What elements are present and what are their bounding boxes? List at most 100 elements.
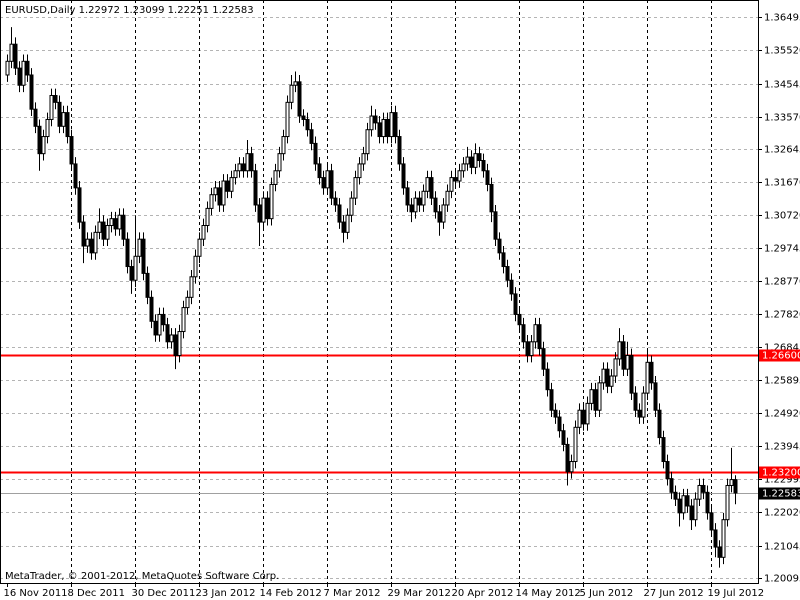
- candle-body: [305, 118, 310, 131]
- candle-body: [217, 187, 222, 206]
- candle-body: [89, 238, 94, 254]
- candle-body: [205, 207, 210, 226]
- candle-body: [537, 324, 542, 350]
- candle-body: [145, 272, 150, 298]
- y-tick-label: 1.30720: [764, 211, 800, 222]
- candle-body: [53, 95, 58, 103]
- candle-body: [241, 163, 246, 172]
- grid: [0, 0, 758, 583]
- candle-body: [353, 177, 358, 199]
- candle-body: [69, 136, 74, 165]
- candle-body: [621, 341, 626, 370]
- candle-body: [365, 129, 370, 155]
- candle-body: [541, 348, 546, 370]
- candle-body: [189, 276, 194, 298]
- candle-body: [357, 163, 362, 179]
- candle-body: [533, 324, 538, 343]
- candle-body: [393, 112, 398, 138]
- y-tick-label: 1.28770: [764, 277, 800, 288]
- candle-body: [361, 153, 366, 165]
- candle-body: [613, 358, 618, 377]
- candle-body: [165, 324, 170, 343]
- candle-body: [93, 231, 98, 254]
- candle-body: [449, 177, 454, 192]
- candle-body: [109, 218, 114, 226]
- candle-body: [717, 546, 722, 558]
- candle-body: [265, 197, 270, 220]
- candle-body: [521, 324, 526, 343]
- x-tick-label: 27 Jun 2012: [644, 588, 704, 599]
- candle-body: [733, 479, 738, 494]
- candles: [5, 27, 738, 568]
- candle-body: [345, 214, 350, 233]
- candle-body: [73, 163, 78, 189]
- x-tick-label: 29 Mar 2012: [388, 588, 451, 599]
- candle-body: [121, 214, 126, 240]
- candle-body: [665, 461, 670, 480]
- candle-body: [321, 177, 326, 189]
- candle-body: [149, 296, 154, 322]
- candle-body: [577, 409, 582, 428]
- candle-body: [437, 211, 442, 223]
- candle-body: [633, 392, 638, 411]
- candle-body: [417, 197, 422, 206]
- candle-body: [277, 153, 282, 172]
- y-tick-label: 1.24920: [764, 409, 800, 420]
- candle-body: [181, 307, 186, 333]
- candle-body: [405, 187, 410, 206]
- candle-body: [473, 153, 478, 168]
- candle-body: [445, 190, 450, 206]
- candle-body: [97, 221, 102, 233]
- candle-body: [465, 156, 470, 165]
- candle-body: [5, 60, 10, 76]
- candle-body: [113, 218, 118, 230]
- candle-body: [169, 334, 174, 343]
- x-tick-label: 5 Jun 2012: [580, 588, 634, 599]
- x-tick-label: 16 Nov 2011: [4, 588, 68, 599]
- candle-body: [553, 409, 558, 418]
- candle-body: [257, 204, 262, 223]
- y-tick-label: 1.25895: [764, 376, 800, 387]
- candle-body: [45, 118, 50, 138]
- candle-body: [581, 409, 586, 425]
- candle-body: [641, 392, 646, 418]
- candle-body: [129, 266, 134, 281]
- level-box: [759, 466, 800, 479]
- candle-body: [133, 255, 138, 281]
- candle-body: [629, 354, 634, 394]
- candle-body: [25, 60, 30, 76]
- y-tick-label: 1.23945: [764, 442, 800, 453]
- y-tick-label: 1.20095: [764, 574, 800, 585]
- candle-body: [573, 426, 578, 463]
- candle-body: [273, 170, 278, 185]
- candle-body: [441, 204, 446, 223]
- bid-label: 1.22583: [762, 489, 800, 500]
- candle-body: [649, 361, 654, 384]
- x-tick-label: 8 Dec 2011: [68, 588, 126, 599]
- candle-body: [601, 368, 606, 384]
- candle-body: [681, 495, 686, 514]
- candle-body: [269, 183, 274, 220]
- candle-body: [713, 529, 718, 548]
- candle-body: [61, 112, 66, 127]
- candle-body: [137, 238, 142, 257]
- candle-body: [661, 437, 666, 463]
- candle-body: [209, 194, 214, 209]
- candle-body: [409, 204, 414, 213]
- candle-body: [597, 382, 602, 411]
- candle-body: [197, 238, 202, 257]
- candle-body: [105, 224, 110, 240]
- candle-body: [605, 368, 610, 387]
- candle-body: [329, 170, 334, 199]
- candle-body: [425, 177, 430, 192]
- candle-body: [153, 320, 158, 336]
- candle-body: [37, 125, 42, 155]
- level-label: 1.23200: [762, 468, 800, 479]
- candle-body: [281, 136, 286, 155]
- candle-body: [413, 197, 418, 213]
- candle-body: [229, 177, 234, 192]
- candle-body: [497, 238, 502, 254]
- candle-body: [397, 136, 402, 165]
- candle-body: [557, 416, 562, 432]
- candle-body: [689, 505, 694, 521]
